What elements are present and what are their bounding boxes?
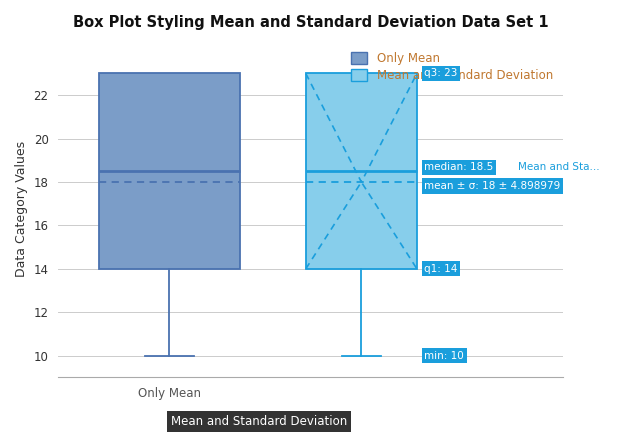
Text: q3: 23: q3: 23 <box>424 69 458 79</box>
Bar <box>306 73 417 269</box>
Text: mean ± σ: 18 ± 4.898979: mean ± σ: 18 ± 4.898979 <box>424 181 561 191</box>
Text: median: 18.5: median: 18.5 <box>424 162 494 172</box>
Text: min: 10: min: 10 <box>424 351 464 361</box>
Text: q1: 14: q1: 14 <box>424 264 458 274</box>
Y-axis label: Data Category Values: Data Category Values <box>15 141 28 277</box>
Text: Mean and Sta...: Mean and Sta... <box>518 162 600 172</box>
Legend: Only Mean, Mean and Standard Deviation: Only Mean, Mean and Standard Deviation <box>346 47 558 87</box>
Title: Box Plot Styling Mean and Standard Deviation Data Set 1: Box Plot Styling Mean and Standard Devia… <box>73 15 549 30</box>
Bar <box>99 73 240 269</box>
Text: Mean and Standard Deviation: Mean and Standard Deviation <box>171 415 347 428</box>
